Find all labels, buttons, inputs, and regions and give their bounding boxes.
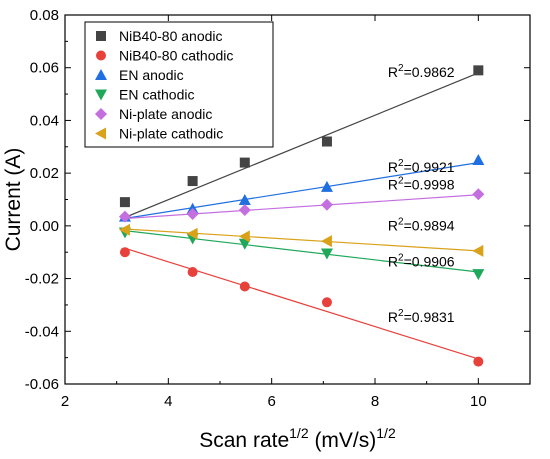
x-tick-label: 6	[267, 393, 275, 410]
legend-marker	[95, 108, 107, 120]
data-point	[472, 244, 484, 257]
data-points	[118, 65, 485, 367]
legend-marker	[95, 69, 107, 80]
y-axis-title: Current (A)	[2, 148, 25, 252]
data-point	[320, 248, 333, 260]
data-point	[473, 356, 484, 367]
data-point	[320, 235, 332, 248]
data-point	[473, 65, 484, 76]
y-tick-label: 0.04	[30, 112, 59, 129]
fit-line	[124, 247, 479, 360]
x-axis-title: Scan rate1/2 (mV/s)1/2	[199, 425, 396, 452]
legend-marker	[96, 50, 106, 61]
legend-marker	[95, 89, 107, 101]
data-point	[239, 281, 250, 292]
axes: 2 4 6 8 10 -0.06 -0.04 -0.02 0.00 0.02 0.04 0.06 0.0…	[25, 7, 531, 410]
legend-marker	[96, 31, 106, 41]
r2-label: R2=0.9862	[388, 63, 455, 80]
r2-label: R2=0.9831	[388, 308, 455, 325]
legend-label: NiB40-80 cathodic	[119, 48, 233, 64]
y-tick-label: -0.06	[25, 376, 59, 393]
legend-marker	[95, 127, 106, 140]
fit-line	[124, 228, 479, 252]
r2-label: R2=0.9921	[388, 158, 455, 175]
data-point	[320, 180, 333, 192]
fit-line	[124, 162, 479, 220]
r2-label: R2=0.9894	[388, 216, 455, 233]
legend-label: NiB40-80 anodic	[119, 28, 223, 44]
fit-lines	[124, 72, 479, 360]
legend-label: EN anodic	[119, 67, 184, 83]
data-point	[186, 207, 199, 220]
data-point	[119, 247, 130, 258]
y-tick-label: -0.02	[25, 271, 59, 288]
fit-line	[124, 230, 479, 273]
data-point	[187, 176, 198, 187]
data-point	[118, 223, 130, 236]
data-point	[187, 266, 198, 277]
data-point	[238, 238, 251, 250]
y-tick-label: 0.06	[30, 60, 59, 77]
data-point	[238, 230, 250, 243]
data-point	[472, 269, 485, 281]
y-tick-label: -0.04	[25, 323, 59, 340]
y-tick-label: 0.00	[30, 218, 59, 235]
data-point	[472, 188, 485, 201]
data-point	[321, 136, 332, 147]
legend-label: EN cathodic	[119, 87, 194, 103]
x-tick-label: 4	[164, 393, 172, 410]
data-point	[321, 297, 332, 308]
data-point	[239, 157, 250, 168]
x-tick-label: 2	[61, 393, 69, 410]
data-point	[186, 227, 198, 240]
data-point	[238, 194, 251, 206]
fit-line	[124, 72, 479, 218]
legend: NiB40-80 anodic NiB40-80 cathodic EN anodi…	[84, 21, 274, 148]
data-point	[119, 197, 130, 208]
legend-box	[84, 21, 274, 148]
r2-label: R2=0.9998	[388, 176, 455, 193]
y-tick-label: 0.02	[30, 165, 59, 182]
data-point	[118, 210, 131, 223]
legend-label: Ni-plate anodic	[119, 106, 212, 122]
y-tick-label: 0.08	[30, 7, 59, 24]
data-point	[320, 198, 333, 211]
data-point	[472, 153, 485, 165]
axis-titles: Scan rate1/2 (mV/s)1/2 Current (A)	[2, 148, 396, 452]
x-tick-label: 10	[470, 393, 487, 410]
legend-label: Ni-plate cathodic	[119, 126, 223, 142]
r2-label: R2=0.9906	[388, 253, 455, 270]
fit-line	[124, 194, 479, 220]
data-point	[238, 204, 251, 217]
x-tick-label: 8	[371, 393, 379, 410]
